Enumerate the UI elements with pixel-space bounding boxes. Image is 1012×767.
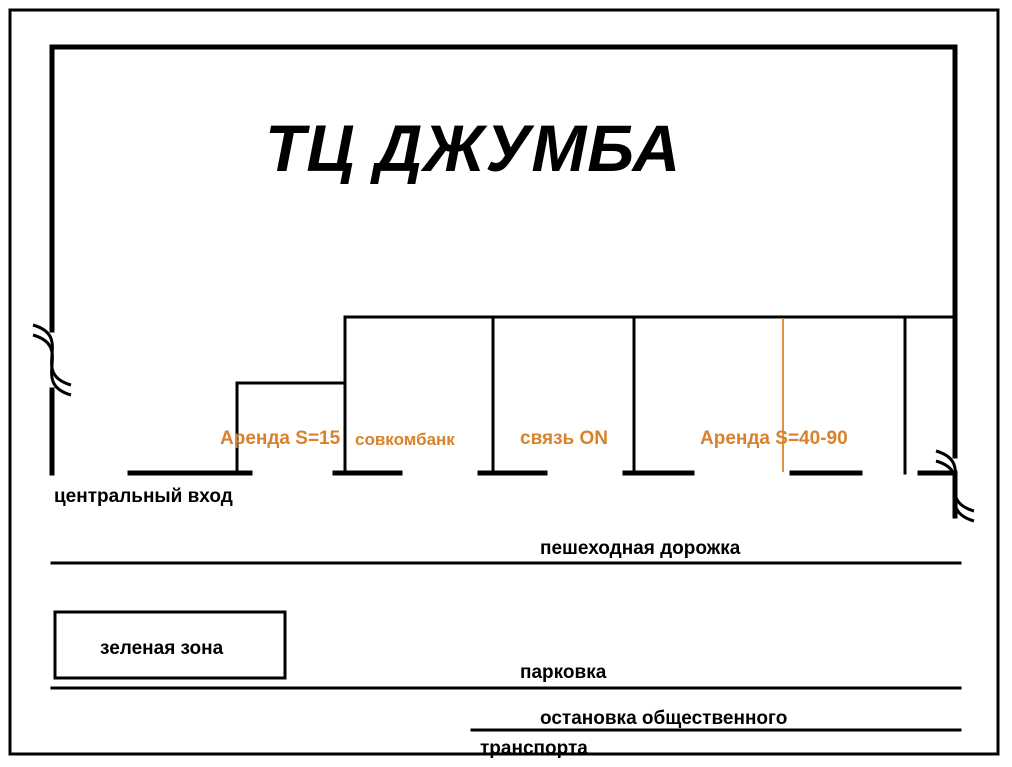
label-bus-stop-line1: остановка общественного [540, 708, 787, 730]
building-title: ТЦ ДЖУМБА [265, 110, 681, 186]
room-label-svyaz-on: связь ON [520, 428, 608, 450]
label-green-zone: зеленая зона [100, 638, 223, 660]
room-label-arenda15: Аренда S=15 [220, 428, 340, 450]
label-parking: парковка [520, 662, 606, 684]
label-bus-stop-line2: транспорта [480, 738, 588, 760]
diagram-canvas: ТЦ ДЖУМБА Аренда S=15 совкомбанк связь O… [0, 0, 1012, 767]
label-central-entrance: центральный вход [54, 486, 233, 508]
room-label-arenda40-90: Аренда S=40-90 [700, 428, 848, 450]
room-label-sovcombank: совкомбанк [355, 430, 455, 450]
label-walkway: пешеходная дорожка [540, 538, 740, 560]
